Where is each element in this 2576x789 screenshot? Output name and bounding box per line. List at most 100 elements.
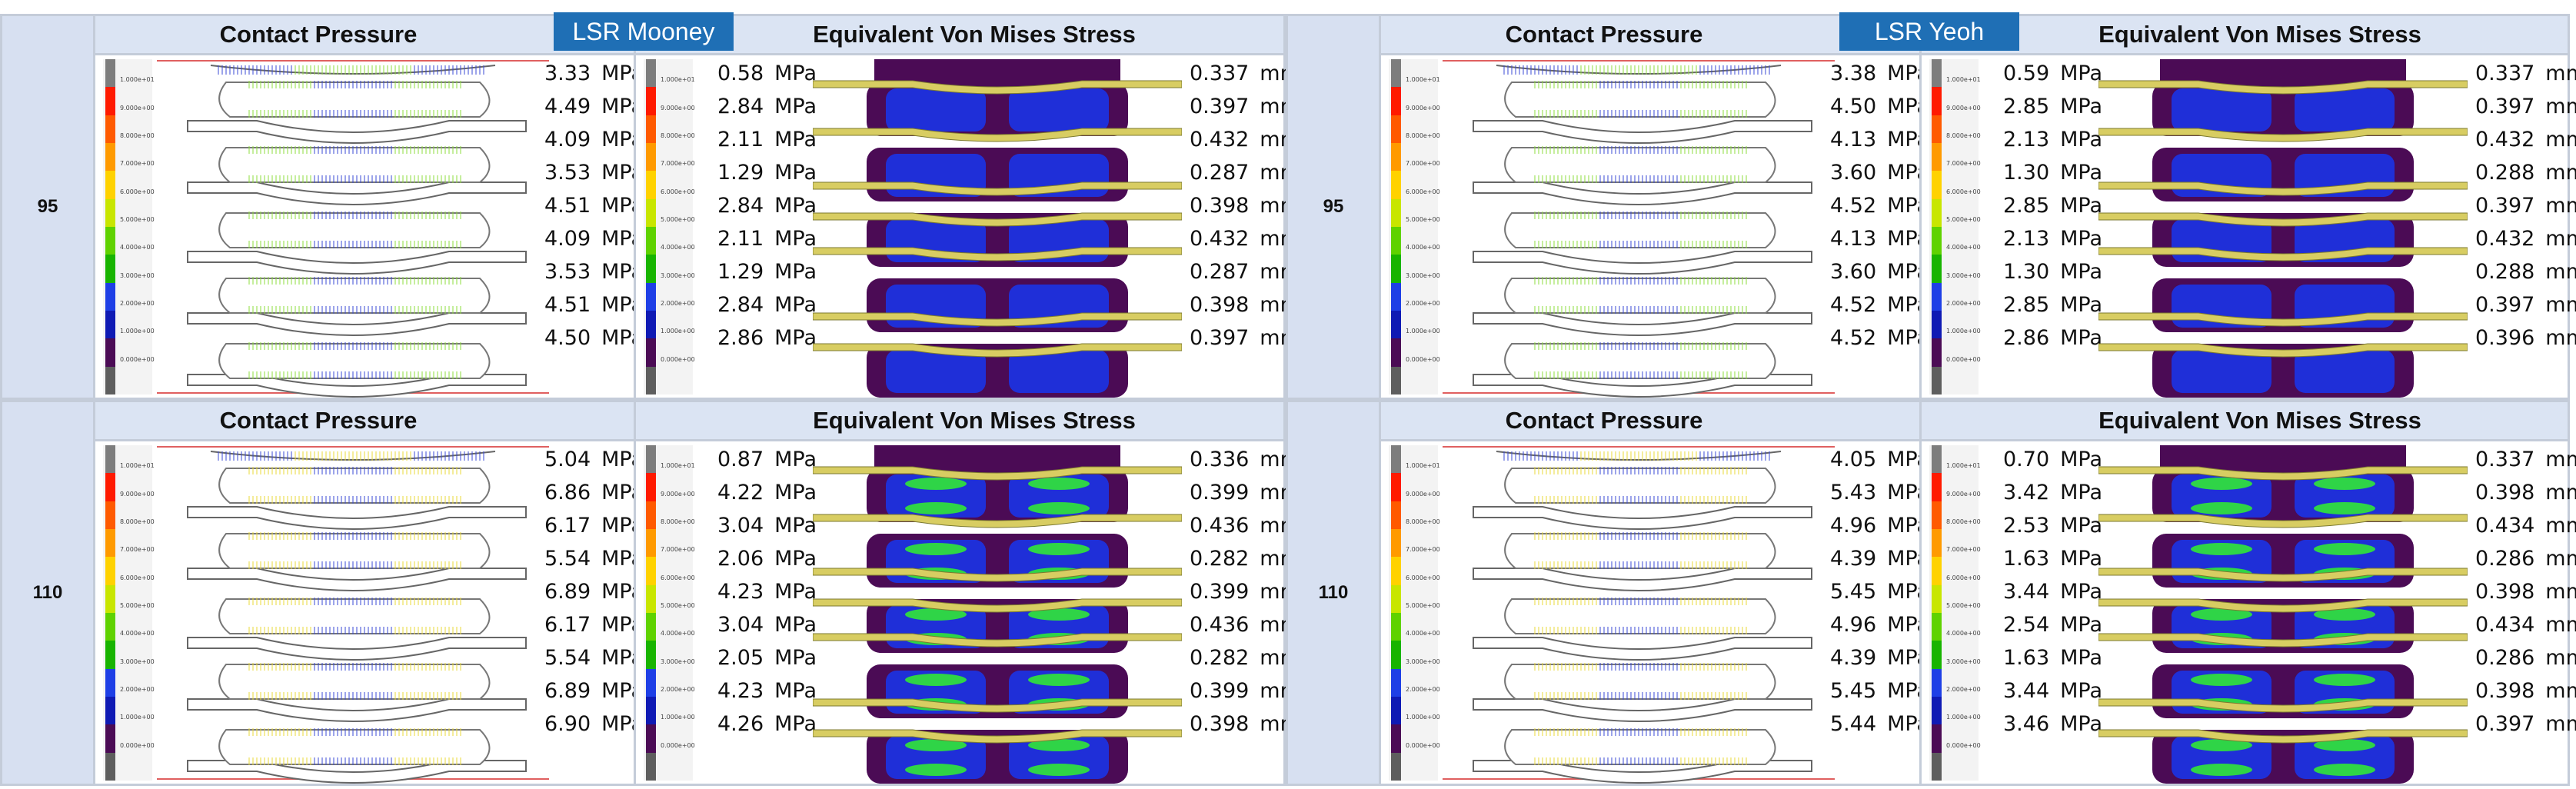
legend-swatch: [646, 338, 656, 368]
legend-tick-label: 2.000e+00: [1406, 299, 1440, 307]
row-label: 110: [1286, 400, 1381, 786]
value-number: 6.86: [544, 481, 591, 504]
value-number: 2.11: [717, 128, 764, 151]
legend-tick-label: 1.000e+01: [1406, 462, 1440, 470]
seal-body: [218, 278, 491, 314]
value-row: 0.432 mm: [1190, 228, 1300, 251]
value-row: 6.90 MPa: [544, 713, 644, 736]
panel-title: Contact Pressure: [1505, 21, 1703, 48]
value-row: 4.96 MPa: [1830, 514, 1929, 538]
legend-tick-label: 1.000e+00: [1406, 714, 1440, 721]
legend-tick-label: 9.000e+00: [661, 104, 695, 112]
value-number: 2.11: [717, 227, 764, 251]
legend-swatch: [646, 227, 656, 255]
value-row: 0.399 mm: [1190, 680, 1300, 703]
legend-swatch: [1391, 171, 1401, 200]
legend-swatch: [105, 87, 115, 116]
legend-swatch: [1932, 752, 1942, 781]
legend-tick-label: 4.000e+00: [1946, 630, 1981, 638]
stress-hotspot: [2314, 502, 2375, 514]
value-row: 3.38 MPa: [1830, 62, 1929, 85]
value-unit: mm: [2545, 580, 2576, 604]
stress-hotspot: [905, 478, 967, 490]
steel-plate: [813, 247, 1182, 261]
seal-body: [1504, 468, 1776, 504]
value-row: 0.288 mm: [2475, 261, 2576, 284]
support-plate: [1473, 698, 1812, 722]
legend-swatch: [105, 282, 115, 311]
value-unit: MPa: [2060, 194, 2103, 218]
legend-tick-label: 6.000e+00: [1946, 574, 1981, 581]
value-number: 0.398: [1190, 712, 1250, 736]
value-unit: mm: [2545, 613, 2576, 637]
value-row: 5.54 MPa: [544, 548, 644, 571]
legend-tick-label: 1.000e+01: [1946, 462, 1981, 470]
seal-body: [218, 533, 491, 569]
value-row: 0.336 mm: [1190, 448, 1300, 471]
legend-swatch: [1391, 255, 1401, 284]
value-unit: MPa: [2060, 514, 2103, 538]
value-row: 2.85 MPa: [2003, 195, 2102, 218]
value-number: 0.286: [2475, 547, 2535, 571]
value-row: 6.17 MPa: [544, 614, 644, 637]
value-unit: mm: [2545, 260, 2576, 284]
value-unit: mm: [2545, 481, 2576, 504]
legend-tick-label: 4.000e+00: [661, 244, 695, 251]
value-unit: MPa: [2060, 62, 2103, 85]
value-number: 4.13: [1830, 227, 1877, 251]
value-unit: MPa: [774, 95, 817, 118]
value-number: 0.399: [1190, 481, 1250, 504]
value-row: 5.04 MPa: [544, 448, 644, 471]
stress-hotspot: [2191, 502, 2252, 514]
value-number: 0.282: [1190, 547, 1250, 571]
legend-swatch: [1932, 227, 1942, 255]
legend-swatch: [646, 87, 656, 116]
value-number: 3.44: [2003, 679, 2050, 703]
value-number: 1.29: [717, 260, 764, 284]
legend-tick-label: 4.000e+00: [1946, 244, 1981, 251]
value-number: 4.26: [717, 712, 764, 736]
legend-swatch: [1932, 613, 1942, 641]
legend-tick-label: 2.000e+00: [120, 685, 155, 693]
value-row: 3.53 MPa: [544, 161, 644, 185]
panel-header: Contact Pressure: [95, 16, 634, 55]
value-row: 4.96 MPa: [1830, 614, 1929, 637]
value-number: 0.288: [2475, 260, 2535, 284]
value-number: 1.29: [717, 161, 764, 185]
legend-swatch: [1932, 255, 1942, 284]
value-number: 0.398: [2475, 679, 2535, 703]
legend-swatch: [1932, 473, 1942, 502]
legend-swatch: [1391, 641, 1401, 670]
seal-body: [1504, 82, 1776, 118]
legend-tick-label: 7.000e+00: [1406, 160, 1440, 168]
value-number: 3.33: [544, 62, 591, 85]
legend-swatch: [1391, 501, 1401, 530]
support-plate: [187, 251, 527, 275]
legend-tick-label: 0.000e+00: [1406, 355, 1440, 363]
stress-hotspot: [1028, 674, 1090, 686]
legend-swatch: [1391, 338, 1401, 368]
legend-tick-label: 6.000e+00: [120, 574, 155, 581]
von-mises-stress-panel: Equivalent Von Mises Stress 1.000e+01 9.00…: [634, 14, 1300, 400]
legend-swatch: [1932, 641, 1942, 670]
legend-swatch: [1932, 668, 1942, 697]
legend-tick-label: 9.000e+00: [1946, 490, 1981, 498]
value-row: 3.33 MPa: [544, 62, 644, 85]
legend-tick-label: 3.000e+00: [1946, 658, 1981, 665]
support-plate: [187, 312, 527, 336]
color-legend: 1.000e+01 9.000e+00 8.000e+00 7.000e+00 6.00…: [1929, 445, 1981, 781]
value-row: 1.29 MPa: [717, 261, 817, 284]
legend-tick-label: 5.000e+00: [1946, 601, 1981, 609]
stress-region: [874, 59, 1120, 82]
legend-tick-label: 5.000e+00: [1406, 215, 1440, 223]
stress-hotspot: [2314, 674, 2375, 686]
value-row: 0.397 mm: [2475, 294, 2576, 317]
legend-tick-label: 0.000e+00: [1946, 741, 1981, 749]
legend-tick-label: 1.000e+00: [120, 714, 155, 721]
legend-tick-label: 1.000e+00: [1406, 328, 1440, 335]
value-number: 2.85: [2003, 194, 2050, 218]
value-number: 4.50: [544, 326, 591, 350]
legend-tick-label: 5.000e+00: [661, 215, 695, 223]
legend-tick-label: 7.000e+00: [661, 546, 695, 554]
value-number: 2.84: [717, 95, 764, 118]
